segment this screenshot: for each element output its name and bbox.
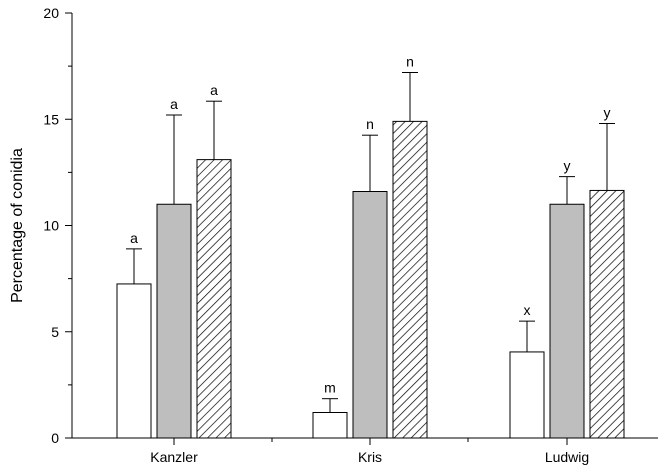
- significance-letter: y: [564, 158, 571, 174]
- y-axis-title: Percentage of conidia: [9, 148, 26, 303]
- significance-letter: a: [130, 230, 138, 246]
- x-tick-label: Ludwig: [545, 449, 589, 465]
- bar: [156, 203, 192, 439]
- x-tick-label: Kanzler: [150, 449, 198, 465]
- significance-letter: n: [406, 54, 414, 70]
- significance-letter: a: [170, 96, 178, 112]
- bar: [352, 191, 388, 439]
- significance-letter: a: [210, 82, 218, 98]
- y-tick-label: 5: [51, 324, 59, 340]
- bar: [196, 159, 232, 439]
- bar: [392, 120, 428, 439]
- y-tick-label: 20: [43, 5, 59, 21]
- y-tick-label: 10: [43, 218, 59, 234]
- bar: [549, 203, 585, 439]
- bar: [589, 189, 625, 439]
- significance-letter: n: [366, 116, 374, 132]
- axis-labels: Percentage of conidia: [9, 148, 26, 303]
- bar: [509, 351, 545, 439]
- significance-letter: x: [524, 302, 531, 318]
- x-tick-label: Kris: [358, 449, 382, 465]
- significance-letter: y: [604, 105, 611, 121]
- bar: [116, 283, 152, 439]
- significance-letter: m: [324, 380, 336, 396]
- bar: [312, 412, 348, 439]
- y-tick-label: 15: [43, 111, 59, 127]
- y-tick-label: 0: [51, 430, 59, 446]
- bars: a m x a n y a n y: [116, 54, 625, 439]
